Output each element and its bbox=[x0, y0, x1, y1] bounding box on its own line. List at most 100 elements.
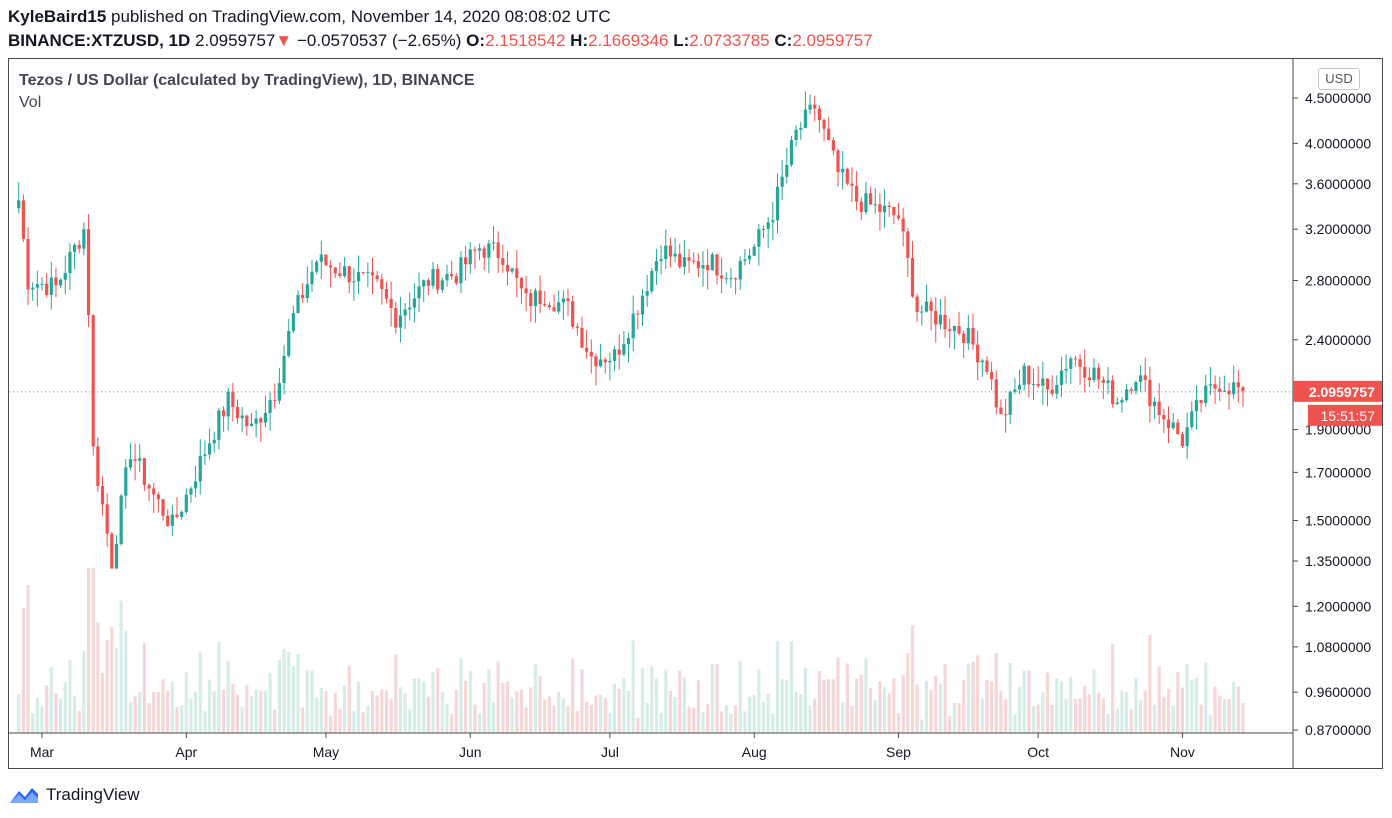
volume-bar bbox=[249, 695, 254, 733]
candle-body bbox=[543, 303, 547, 306]
candle-body bbox=[445, 273, 449, 281]
candle-body bbox=[971, 327, 975, 345]
volume-bar bbox=[626, 690, 631, 733]
volume-bar bbox=[799, 694, 803, 733]
candle-body bbox=[417, 286, 421, 299]
volume-bar bbox=[966, 663, 970, 733]
volume-bar bbox=[35, 697, 39, 733]
candle-body bbox=[985, 360, 989, 372]
candle-body bbox=[1157, 401, 1161, 416]
legend-title[interactable]: Tezos / US Dollar (calculated by Trading… bbox=[19, 72, 475, 89]
volume-bar bbox=[640, 668, 645, 733]
volume-bar bbox=[636, 717, 640, 733]
volume-bar bbox=[1148, 635, 1152, 733]
candle-body bbox=[1013, 389, 1017, 392]
tradingview-logo-icon[interactable] bbox=[8, 785, 40, 805]
volume-bar bbox=[384, 690, 389, 733]
candle-body bbox=[1050, 389, 1054, 394]
volume-bar bbox=[1022, 670, 1026, 733]
volume-bar bbox=[920, 719, 924, 733]
candle-body bbox=[775, 186, 780, 221]
volume-bar bbox=[752, 694, 756, 733]
candle-body bbox=[54, 277, 58, 286]
volume-bar bbox=[398, 687, 403, 733]
volume-bar bbox=[603, 698, 607, 733]
volume-bar bbox=[105, 640, 109, 733]
volume-bar bbox=[235, 694, 240, 733]
volume-bar bbox=[892, 678, 896, 733]
volume-bar bbox=[1152, 704, 1157, 733]
volume-bar bbox=[971, 661, 975, 733]
price-chart[interactable]: Mar Apr May Jun Jul Aug Sep Oct Nov 4.5000000 4.0… bbox=[9, 59, 1382, 768]
volume-bar bbox=[1236, 686, 1240, 733]
candle-body bbox=[273, 399, 277, 401]
candle-body bbox=[850, 183, 854, 186]
candle-body bbox=[394, 307, 398, 328]
candle-body bbox=[403, 309, 407, 316]
candle-body bbox=[957, 326, 961, 334]
candle-body bbox=[962, 333, 966, 344]
candle-body bbox=[1041, 378, 1045, 386]
candle-body bbox=[794, 129, 798, 141]
candle-body bbox=[654, 261, 659, 272]
volume-bar bbox=[26, 585, 30, 733]
candle-body bbox=[333, 267, 337, 274]
volume-bar bbox=[948, 715, 952, 733]
candle-body bbox=[100, 486, 105, 505]
volume-legend[interactable]: Vol bbox=[19, 94, 42, 111]
candle-body bbox=[1148, 379, 1152, 407]
candle-body bbox=[96, 446, 100, 487]
candle-body bbox=[161, 499, 165, 516]
volume-bar bbox=[445, 703, 449, 733]
volume-bar bbox=[710, 663, 714, 733]
volume-bar bbox=[720, 711, 724, 733]
candle-body bbox=[501, 258, 505, 266]
candle-body bbox=[910, 258, 915, 297]
volume-bar bbox=[454, 689, 458, 733]
currency-button[interactable]: USD bbox=[1318, 68, 1360, 90]
volume-bar bbox=[808, 705, 812, 733]
price-tags: 2.0959757 15:51:57 bbox=[1293, 380, 1382, 426]
publisher-name[interactable]: KyleBaird15 bbox=[8, 7, 107, 26]
candle-body bbox=[175, 514, 179, 517]
volume-bar bbox=[706, 704, 710, 733]
candle-body bbox=[482, 248, 486, 258]
volume-bar bbox=[133, 696, 137, 733]
candle-body bbox=[706, 264, 710, 271]
price-tick-label: 2.4000000 bbox=[1305, 332, 1371, 348]
symbol-info-bar: BINANCE:XTZUSD, 1D 2.0959757▼ −0.0570537… bbox=[8, 31, 873, 51]
volume-bar bbox=[231, 683, 235, 733]
candle-body bbox=[687, 257, 691, 261]
volume-bar bbox=[841, 702, 845, 733]
volume-bar bbox=[203, 711, 207, 733]
volume-bar bbox=[771, 713, 775, 733]
candle-body bbox=[301, 294, 305, 299]
candle-body bbox=[1003, 414, 1008, 416]
volume-bar bbox=[701, 712, 705, 733]
volume-bar bbox=[775, 641, 780, 733]
candle-body bbox=[259, 418, 263, 423]
tradingview-brand[interactable]: TradingView bbox=[46, 785, 140, 804]
volume-bar bbox=[1157, 666, 1161, 733]
candle-body bbox=[1064, 368, 1068, 371]
candle-body bbox=[207, 443, 212, 455]
candle-body bbox=[599, 359, 603, 367]
candle-body bbox=[1111, 380, 1115, 405]
candle-body bbox=[426, 280, 430, 286]
candle-body bbox=[1232, 382, 1236, 395]
candle-body bbox=[575, 326, 579, 328]
volume-bar bbox=[538, 676, 542, 733]
candle-body bbox=[1101, 379, 1105, 383]
volume-bar bbox=[1185, 663, 1189, 733]
symbol-name[interactable]: BINANCE:XTZUSD, 1D bbox=[8, 31, 191, 50]
volume-bar bbox=[1059, 681, 1064, 733]
candle-body bbox=[375, 275, 379, 280]
candle-body bbox=[170, 514, 174, 526]
last-price: 2.0959757 bbox=[195, 31, 276, 50]
candle-body bbox=[673, 253, 677, 257]
candle-body bbox=[82, 229, 86, 249]
candle-body bbox=[948, 329, 952, 332]
volume-bar bbox=[166, 690, 170, 733]
time-tick-label: Jun bbox=[459, 744, 482, 760]
volume-bar bbox=[417, 678, 421, 733]
